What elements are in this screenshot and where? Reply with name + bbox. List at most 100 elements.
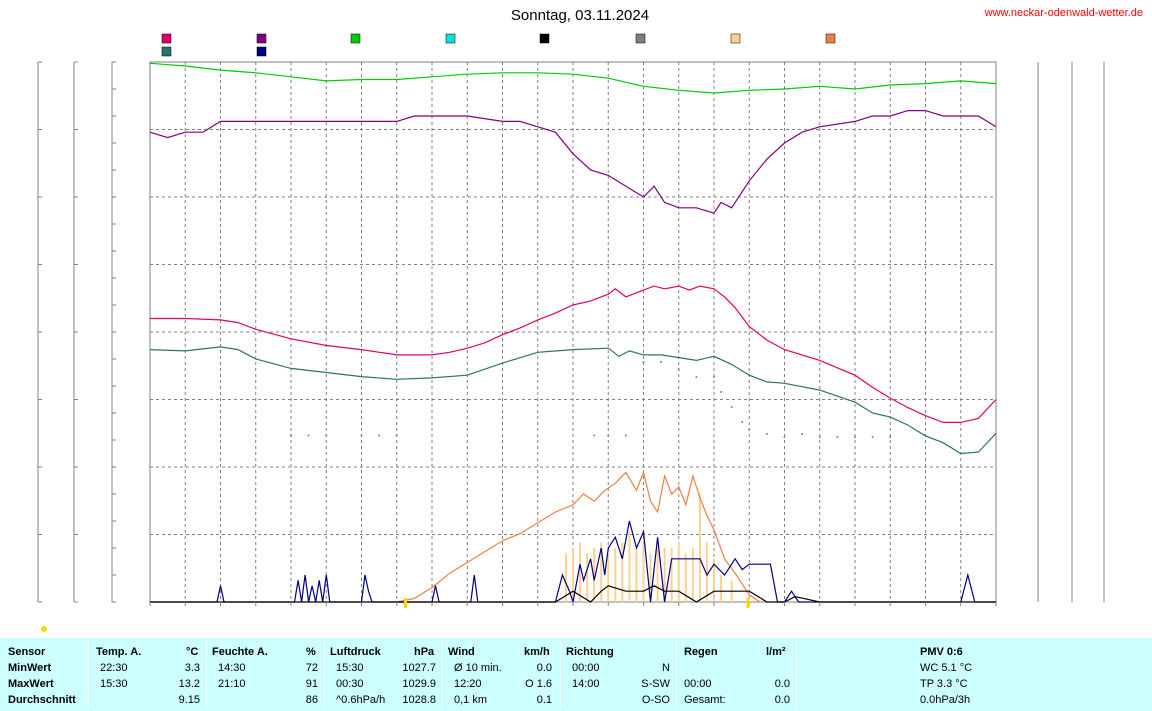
table-cell-temp_v: 3.3 — [184, 662, 200, 674]
table-cell-pmv: WC 5.1 °C — [920, 662, 973, 674]
moon-icon — [41, 626, 47, 632]
table-cell-ri_v: N — [662, 662, 670, 674]
axes — [37, 61, 1105, 603]
legend-swatch — [161, 46, 172, 57]
th-feuchte-unit: % — [306, 646, 316, 658]
x-axis — [41, 598, 997, 632]
legend-swatch — [539, 33, 550, 44]
sunshine-bar — [677, 542, 680, 602]
table-cell-temp_v: 9.15 — [178, 694, 200, 706]
legend-swatch — [730, 33, 741, 44]
direction-point — [889, 436, 892, 438]
sunshine-bar — [642, 542, 645, 602]
sunshine-bar — [698, 494, 701, 602]
direction-point — [748, 428, 751, 431]
th-feuchte: Feuchte A. — [212, 646, 268, 658]
series-wind — [150, 585, 996, 603]
direction-point — [818, 436, 821, 438]
direction-point — [307, 434, 310, 437]
sunshine-bar — [586, 553, 589, 602]
sunshine-bar — [593, 548, 596, 602]
direction-point — [713, 376, 715, 378]
table-cell-wi_v: 0.0 — [536, 662, 552, 674]
sunshine-bar — [656, 548, 659, 602]
legend-swatch — [350, 33, 361, 44]
table-cell-temp_t: 22:30 — [100, 662, 128, 674]
table-cell-dr_t: 15:30 — [336, 662, 364, 674]
sunshine-bar — [691, 548, 694, 602]
table-cell-label: MinWert — [8, 662, 52, 674]
legend-swatch — [256, 46, 267, 57]
series-layer — [149, 62, 997, 603]
statistics-table: Sensor Temp. A. °C Feuchte A. % Luftdruc… — [0, 638, 1152, 711]
table-cell-wi_t: 12:20 — [454, 678, 482, 690]
th-regen-unit: l/m² — [766, 646, 786, 658]
direction-point — [607, 434, 610, 437]
legend-swatch — [445, 33, 456, 44]
table-cell-re_t: Gesamt: — [684, 694, 726, 706]
direction-point — [854, 436, 856, 438]
table-cell-label: Durchschnitt — [8, 694, 76, 706]
table-cell-ri_t: 14:00 — [572, 678, 600, 690]
table-cell-ri_v: S-SW — [641, 678, 670, 690]
th-wind: Wind — [448, 646, 475, 658]
table-cell-ri_t: 00:00 — [572, 662, 600, 674]
th-wind-unit: km/h — [524, 646, 550, 658]
table-cell-dr_t: 00:30 — [336, 678, 364, 690]
direction-point — [871, 436, 874, 438]
direction-point — [290, 434, 292, 437]
direction-point — [765, 433, 768, 435]
series-windb-en — [150, 520, 996, 603]
table-cell-pmv: TP 3.3 °C — [920, 678, 968, 690]
series-luftdruck — [149, 62, 997, 94]
th-temp-unit: °C — [186, 646, 199, 658]
direction-point — [783, 436, 786, 438]
direction-point — [695, 376, 698, 378]
legend-swatch — [256, 33, 267, 44]
sunshine-bar — [649, 553, 652, 602]
legend — [161, 33, 836, 57]
direction-point — [395, 434, 398, 437]
direction-point — [593, 434, 596, 437]
site-link[interactable]: www.neckar-odenwald-wetter.de — [984, 7, 1143, 19]
sunshine-bar — [720, 575, 723, 602]
th-sensor: Sensor — [8, 646, 46, 658]
direction-point — [836, 436, 839, 438]
sunshine-bar — [713, 558, 715, 602]
sunshine-bar — [684, 553, 687, 602]
direction-point — [624, 434, 627, 437]
direction-point — [720, 391, 723, 393]
sunshine-bar — [614, 548, 617, 602]
grid — [150, 62, 996, 602]
chart-title: Sonntag, 03.11.2024 — [511, 7, 649, 24]
table-cell-temp_t: 15:30 — [100, 678, 128, 690]
th-pmv: PMV 0:6 — [920, 646, 963, 658]
sunshine-bar — [670, 548, 673, 602]
th-temp: Temp. A. — [96, 646, 142, 658]
sunshine-bar — [628, 531, 631, 602]
th-druck-unit: hPa — [414, 646, 435, 658]
table-cell-re_v: 0.0 — [774, 694, 790, 706]
direction-point — [677, 368, 680, 371]
direction-point — [360, 434, 363, 437]
sunshine-bar — [564, 553, 567, 602]
table-cell-wi_v: 0.1 — [536, 694, 552, 706]
sunset-marker — [746, 598, 750, 608]
table-cell-wi_v: O 1.6 — [525, 678, 552, 690]
direction-point — [741, 421, 744, 423]
direction-point — [325, 434, 328, 437]
table-cell-wi_t: Ø 10 min. — [454, 662, 502, 674]
legend-swatch — [635, 33, 646, 44]
weather-chart: Sonntag, 03.11.2024 www.neckar-odenwald-… — [37, 7, 1143, 632]
table-cell-re_v: 0.0 — [774, 678, 790, 690]
table-cell-pmv: 0.0hPa/3h — [920, 694, 971, 706]
sunshine-bar — [621, 542, 624, 602]
th-richtung: Richtung — [566, 646, 614, 658]
legend-swatch — [161, 33, 172, 44]
table-cell-feu_t: 21:10 — [218, 678, 246, 690]
table-cell-dr_v: 1029.9 — [402, 678, 436, 690]
th-druck: Luftdruck — [330, 646, 381, 658]
table-cell-ri_v: O-SO — [641, 694, 670, 706]
sunshine-bar — [579, 542, 582, 602]
direction-point — [642, 361, 645, 363]
